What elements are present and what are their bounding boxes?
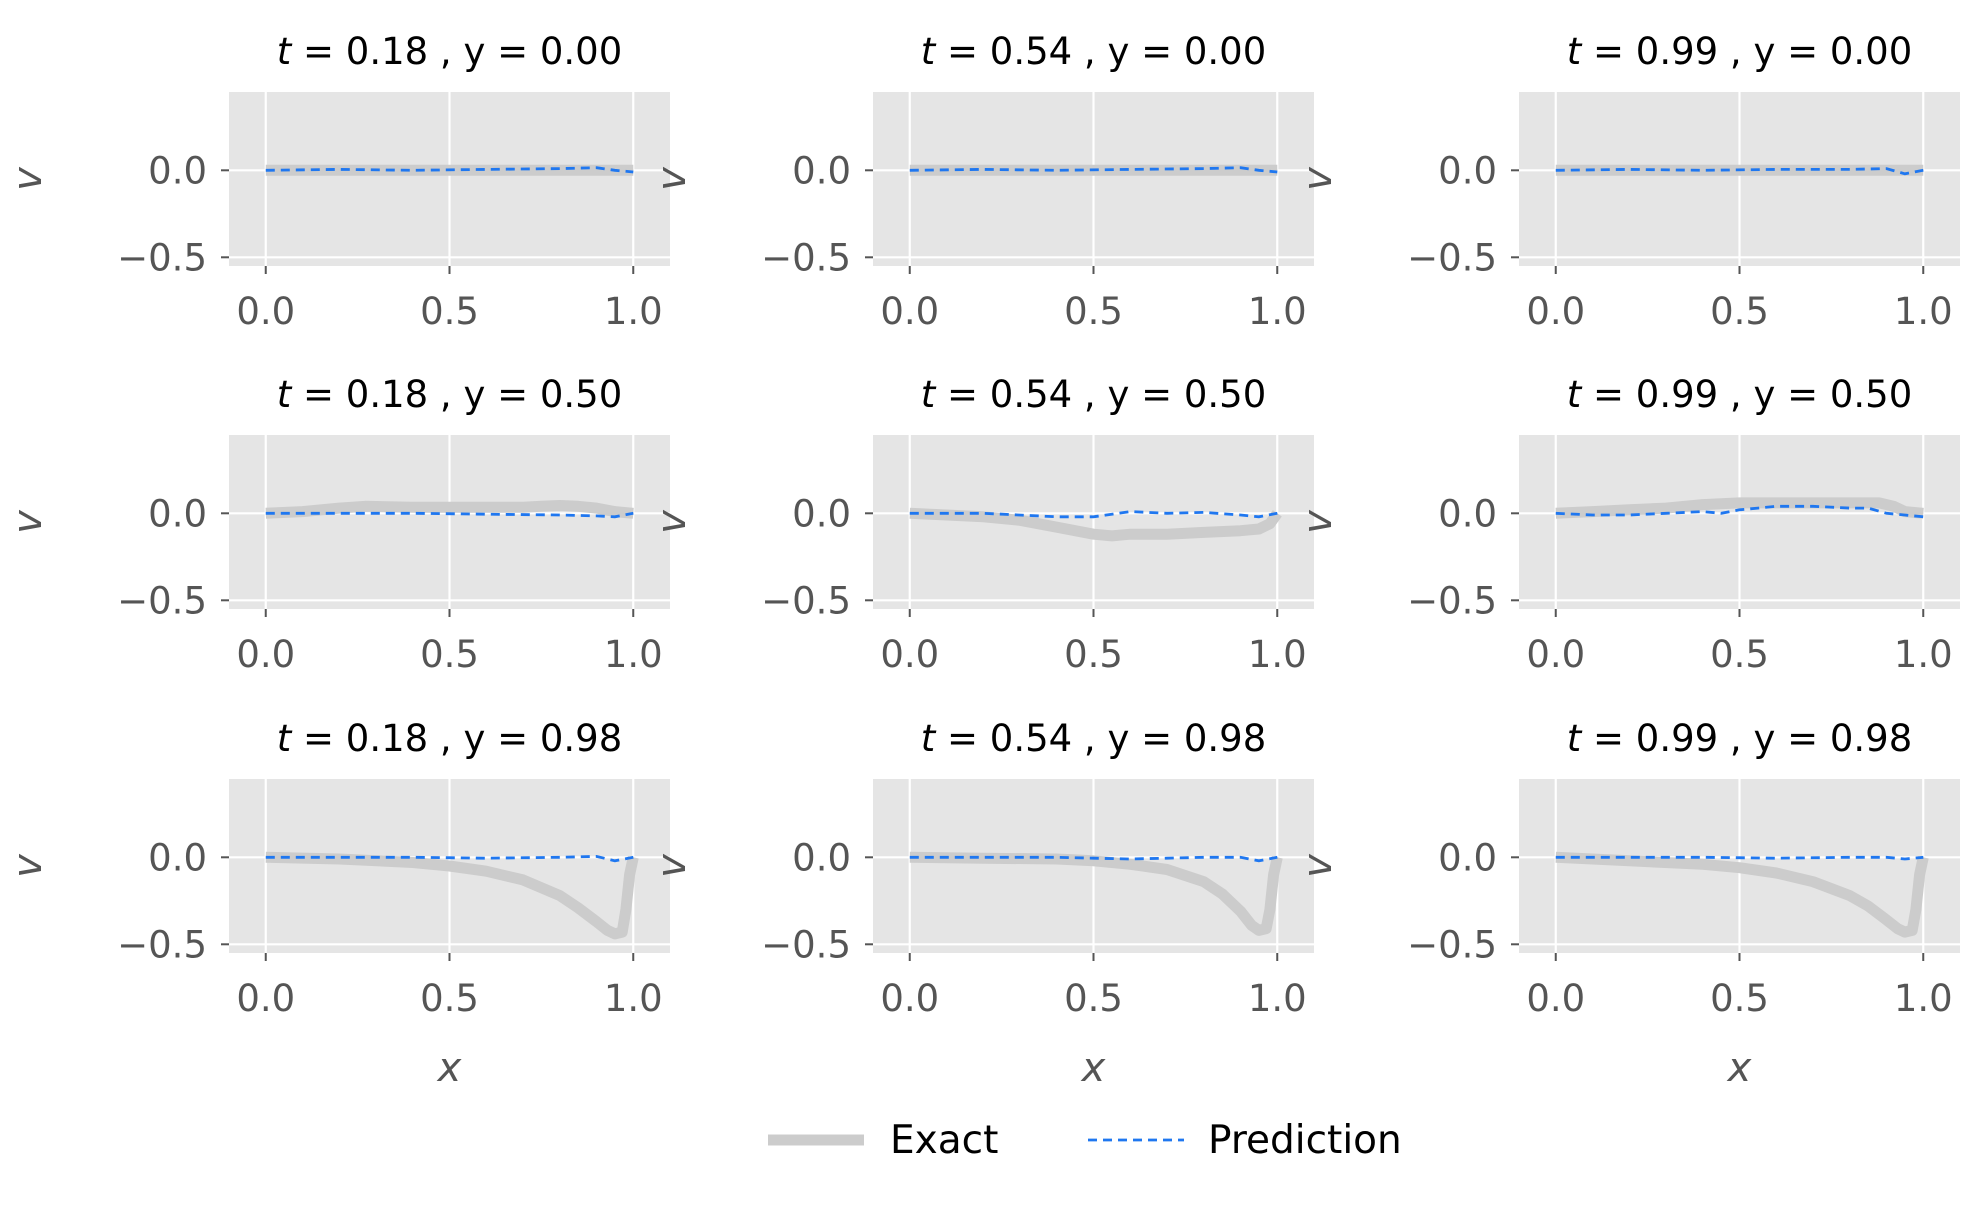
subplot-title: t = 0.99 , y = 0.50: [1567, 373, 1913, 416]
prediction-series-line: [909, 855, 1278, 863]
x-tick-label: 0.0: [1526, 290, 1585, 333]
prediction-series-line: [909, 166, 1278, 174]
exact-series-line: [265, 851, 639, 940]
x-tick-label: 1.0: [1248, 633, 1307, 676]
x-tick-label: 0.5: [1710, 633, 1769, 676]
y-tick-label: −0.5: [761, 236, 851, 279]
x-tick-label: 1.0: [1894, 633, 1953, 676]
legend-entry-prediction: Prediction: [1088, 1118, 1402, 1163]
y-tick-label: 0.0: [1438, 149, 1497, 192]
legend-entry-exact: Exact: [768, 1118, 998, 1163]
subplot-1: 0.0 0.5 1.0 0.0 −0.5 t = 0.18 , y = 0.00 v: [5, 30, 670, 333]
y-tick-label: −0.5: [117, 579, 207, 622]
y-tick-label: −0.5: [117, 236, 207, 279]
x-tick-label: 0.0: [880, 977, 939, 1020]
x-tick-label: 0.0: [236, 977, 295, 1020]
x-tick-label: 1.0: [604, 977, 663, 1020]
y-axis-label: v: [649, 509, 695, 534]
x-axis-label: x: [1726, 1045, 1752, 1091]
x-tick-label: 0.5: [1710, 290, 1769, 333]
prediction-series-line: [1555, 855, 1924, 861]
y-axis-label: v: [1295, 509, 1341, 534]
y-tick-label: 0.0: [792, 149, 851, 192]
exact-series-line: [1555, 851, 1929, 938]
subplot-title: t = 0.54 , y = 0.00: [921, 30, 1267, 73]
subplot-4: 0.0 0.5 1.0 0.0 −0.5 t = 0.18 , y = 0.50 v: [5, 373, 670, 676]
x-tick-label: 0.5: [420, 290, 479, 333]
prediction-series-line: [265, 854, 634, 863]
y-tick-label: −0.5: [761, 923, 851, 966]
subplot-title: t = 0.18 , y = 0.50: [277, 373, 623, 416]
x-tick-label: 0.5: [1064, 977, 1123, 1020]
subplot-6: 0.0 0.5 1.0 0.0 −0.5 t = 0.99 , y = 0.50 v: [1295, 373, 1960, 676]
y-axis-label: v: [5, 166, 51, 191]
y-tick-label: −0.5: [1407, 579, 1497, 622]
x-tick-label: 1.0: [604, 290, 663, 333]
x-tick-label: 0.0: [236, 633, 295, 676]
x-tick-label: 0.5: [1710, 977, 1769, 1020]
subplot-7: 0.0 0.5 1.0 0.0 −0.5 t = 0.18 , y = 0.98 v x: [5, 717, 670, 1091]
prediction-series-line: [1555, 504, 1924, 519]
prediction-series-line: [265, 511, 634, 519]
y-tick-label: 0.0: [1438, 836, 1497, 879]
subplot-title: t = 0.99 , y = 0.98: [1567, 717, 1913, 760]
subplot-title: t = 0.99 , y = 0.00: [1567, 30, 1913, 73]
y-tick-label: 0.0: [792, 492, 851, 535]
subplot-title: t = 0.18 , y = 0.98: [277, 717, 623, 760]
exact-series-line: [1555, 497, 1924, 519]
subplot-title: t = 0.18 , y = 0.00: [277, 30, 623, 73]
legend-label-prediction: Prediction: [1208, 1118, 1402, 1163]
x-tick-label: 1.0: [1894, 290, 1953, 333]
y-tick-label: 0.0: [792, 836, 851, 879]
x-axis-label: x: [436, 1045, 462, 1091]
y-tick-label: 0.0: [148, 836, 207, 879]
x-tick-label: 0.5: [420, 977, 479, 1020]
y-tick-label: −0.5: [117, 923, 207, 966]
y-tick-label: −0.5: [761, 579, 851, 622]
subplot-8: 0.0 0.5 1.0 0.0 −0.5 t = 0.54 , y = 0.98 v x: [649, 717, 1314, 1091]
x-tick-label: 1.0: [1248, 977, 1307, 1020]
y-tick-label: 0.0: [148, 149, 207, 192]
legend: Exact Prediction: [768, 1118, 1402, 1163]
y-tick-label: −0.5: [1407, 236, 1497, 279]
exact-series-line: [909, 507, 1282, 542]
exact-series-line: [909, 851, 1283, 936]
x-axis-label: x: [1080, 1045, 1106, 1091]
y-axis-label: v: [649, 853, 695, 878]
subplot-9: 0.0 0.5 1.0 0.0 −0.5 t = 0.99 , y = 0.98 v x: [1295, 717, 1960, 1091]
prediction-series-line: [909, 510, 1278, 519]
subplot-3: 0.0 0.5 1.0 0.0 −0.5 t = 0.99 , y = 0.00 v: [1295, 30, 1960, 333]
y-tick-label: 0.0: [1438, 492, 1497, 535]
subplot-title: t = 0.54 , y = 0.50: [921, 373, 1267, 416]
x-tick-label: 0.5: [420, 633, 479, 676]
subplot-2: 0.0 0.5 1.0 0.0 −0.5 t = 0.54 , y = 0.00 v: [649, 30, 1314, 333]
y-axis-label: v: [5, 509, 51, 534]
x-tick-label: 0.5: [1064, 633, 1123, 676]
prediction-series-line: [265, 166, 634, 174]
x-tick-label: 0.0: [880, 633, 939, 676]
prediction-series-line: [1555, 167, 1924, 176]
subplot-5: 0.0 0.5 1.0 0.0 −0.5 t = 0.54 , y = 0.50 v: [649, 373, 1314, 676]
x-tick-label: 0.5: [1064, 290, 1123, 333]
x-tick-label: 0.0: [880, 290, 939, 333]
x-tick-label: 1.0: [1894, 977, 1953, 1020]
subplot-title: t = 0.54 , y = 0.98: [921, 717, 1267, 760]
x-tick-label: 0.0: [1526, 633, 1585, 676]
x-tick-label: 0.0: [1526, 977, 1585, 1020]
x-tick-label: 1.0: [604, 633, 663, 676]
y-axis-label: v: [5, 853, 51, 878]
legend-label-exact: Exact: [890, 1118, 998, 1163]
y-axis-label: v: [1295, 166, 1341, 191]
x-tick-label: 0.0: [236, 290, 295, 333]
y-axis-label: v: [649, 166, 695, 191]
y-tick-label: −0.5: [1407, 923, 1497, 966]
y-tick-label: 0.0: [148, 492, 207, 535]
y-axis-label: v: [1295, 853, 1341, 878]
x-tick-label: 1.0: [1248, 290, 1307, 333]
exact-series-line: [265, 500, 634, 519]
